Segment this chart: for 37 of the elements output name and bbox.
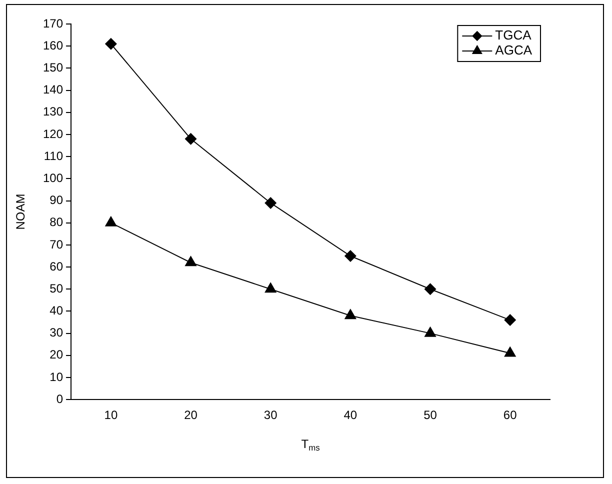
y-tick-label: 150	[42, 60, 64, 74]
point	[264, 196, 277, 209]
x-tick-label: 20	[184, 408, 198, 422]
point	[104, 38, 117, 50]
point	[104, 216, 117, 226]
legend-label: AGCA	[495, 42, 532, 58]
y-tick-label: 60	[50, 259, 64, 274]
y-tick-label: 80	[50, 215, 64, 230]
y-tick-label: 160	[42, 38, 64, 52]
y-tick-label: 90	[50, 193, 64, 208]
y-axis-title: NOAM	[13, 194, 28, 230]
y-tick-label: 10	[50, 370, 64, 384]
y-tick-label: 130	[42, 104, 64, 119]
point	[344, 308, 356, 320]
y-tick-label: 30	[50, 326, 64, 340]
x-tick-label: 60	[503, 408, 518, 422]
point	[504, 346, 516, 357]
point	[184, 256, 197, 266]
x-tick-label: 30	[264, 408, 278, 422]
point	[184, 132, 197, 145]
x-tick-label: 10	[104, 408, 118, 422]
point	[264, 282, 277, 293]
x-tick-label: 40	[344, 408, 358, 422]
y-tick-label: 140	[42, 82, 64, 97]
y-tick-label: 170	[42, 16, 64, 30]
y-tick-label: 40	[50, 304, 64, 318]
y-tick-label: 0	[56, 392, 64, 406]
y-tick-label: 50	[50, 281, 64, 296]
y-tick-label: 100	[42, 170, 64, 185]
y-tick-label: 120	[42, 126, 64, 141]
point	[344, 250, 356, 262]
point	[424, 326, 436, 337]
y-tick-label: 110	[44, 148, 64, 163]
x-tick-label: 50	[424, 408, 438, 422]
y-tick-label: 70	[50, 237, 64, 252]
y-tick-label: 20	[50, 348, 64, 362]
legend-label: TGCA	[495, 28, 532, 43]
